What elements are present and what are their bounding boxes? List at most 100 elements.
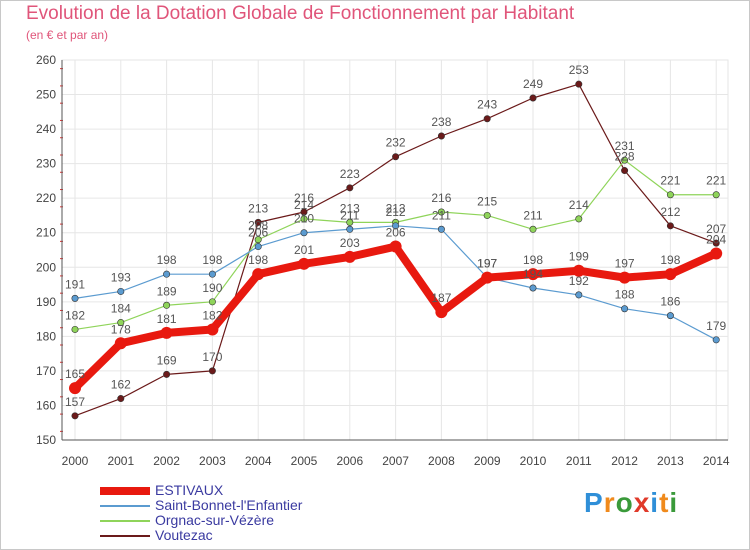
series-3-point-2013 <box>664 268 677 281</box>
series-0-point-2007 <box>392 153 400 161</box>
y-tick-label-220: 220 <box>36 191 56 205</box>
legend-label-voutezac: Voutezac <box>155 527 213 543</box>
series-2-label-2003: 198 <box>202 253 222 267</box>
legend-swatch-orgnac <box>100 520 150 522</box>
series-3-label-2002: 181 <box>157 312 177 326</box>
series-3-label-2005: 201 <box>294 243 314 257</box>
legend-label-saint-bonnet: Saint-Bonnet-l'Enfantier <box>155 497 303 513</box>
series-1-label-2013: 221 <box>660 174 680 188</box>
y-tick-label-230: 230 <box>36 157 56 171</box>
series-3-point-2004 <box>252 268 265 281</box>
series-1-label-2007: 213 <box>386 201 406 215</box>
series-1-label-2006: 213 <box>340 201 360 215</box>
series-1-label-2002: 189 <box>157 284 177 298</box>
series-3-label-2012: 197 <box>615 257 635 271</box>
legend-swatch-estivaux <box>100 487 150 495</box>
series-0-label-2005: 216 <box>294 191 314 205</box>
series-2-label-2012: 188 <box>615 288 635 302</box>
series-2-point-2002 <box>163 270 171 278</box>
series-2-label-2013: 186 <box>660 295 680 309</box>
series-0-point-2006 <box>346 184 354 192</box>
series-0-label-2002: 169 <box>157 353 177 367</box>
y-tick-label-210: 210 <box>36 226 56 240</box>
series-2-label-2005: 210 <box>294 212 314 226</box>
series-1-point-2013 <box>666 191 674 199</box>
series-2-label-2007: 212 <box>386 205 406 219</box>
series-1-label-2008: 216 <box>431 191 451 205</box>
series-1-point-2014 <box>712 191 720 199</box>
series-1-point-2005 <box>300 215 308 223</box>
legend-swatch-saint-bonnet <box>100 505 150 507</box>
series-0-point-2003 <box>208 367 216 375</box>
series-1-label-2005: 214 <box>294 198 314 212</box>
series-0-point-2005 <box>300 208 308 216</box>
series-1-point-2006 <box>346 218 354 226</box>
series-0-point-2004 <box>254 218 262 226</box>
x-tick-label-2009: 2009 <box>474 454 501 468</box>
y-tick-label-150: 150 <box>36 433 56 447</box>
y-tick-label-250: 250 <box>36 88 56 102</box>
series-0-label-2007: 232 <box>386 136 406 150</box>
series-2-label-2006: 211 <box>340 208 359 222</box>
logo-letter: i <box>669 487 679 518</box>
series-1-point-2010 <box>529 225 537 233</box>
series-1-label-2009: 215 <box>477 194 497 208</box>
series-3-point-2002 <box>160 326 173 339</box>
x-tick-label-2008: 2008 <box>428 454 455 468</box>
series-2-point-2000 <box>71 294 79 302</box>
x-tick-label-2003: 2003 <box>199 454 226 468</box>
series-0-label-2010: 249 <box>523 77 543 91</box>
series-1-point-2008 <box>437 208 445 216</box>
x-tick-label-2002: 2002 <box>153 454 180 468</box>
series-0-label-2008: 238 <box>431 115 451 129</box>
logo-letter: x <box>633 487 651 518</box>
legend-swatch-voutezac <box>100 535 150 537</box>
series-2-label-2001: 193 <box>111 270 131 284</box>
series-2-point-2004 <box>254 243 262 251</box>
series-3-label-2004: 198 <box>248 253 268 267</box>
series-3-point-2001 <box>114 337 127 350</box>
series-3-label-2007: 206 <box>386 226 406 240</box>
series-1-label-2014: 221 <box>706 174 726 188</box>
grid <box>61 59 729 441</box>
series-1-point-2011 <box>575 215 583 223</box>
proxiti-logo: Proxiti <box>584 487 678 519</box>
series-2-label-2000: 191 <box>65 277 85 291</box>
series-0-point-2010 <box>529 94 537 102</box>
y-tick-label-240: 240 <box>36 122 56 136</box>
series-3-point-2009 <box>481 271 494 284</box>
series-0-point-2000 <box>71 412 79 420</box>
series-0-label-2013: 212 <box>660 205 680 219</box>
series-1-point-2012 <box>621 156 629 164</box>
series-2-point-2005 <box>300 229 308 237</box>
series-0-label-2004: 213 <box>248 201 268 215</box>
x-tick-label-2006: 2006 <box>336 454 363 468</box>
x-tick-label-2001: 2001 <box>107 454 134 468</box>
series-0-label-2006: 223 <box>340 167 360 181</box>
series-3-point-2007 <box>389 240 402 253</box>
y-tick-label-160: 160 <box>36 398 56 412</box>
series-layer <box>69 80 723 420</box>
series-2-point-2007 <box>392 222 400 230</box>
series-2-point-2012 <box>621 305 629 313</box>
axes: 150 160 170 180 190 200 210 220 230 240 250 260 2000… <box>36 53 730 468</box>
series-1-label-2001: 184 <box>111 302 131 316</box>
series-0-point-2009 <box>483 115 491 123</box>
series-2-label-2014: 179 <box>706 319 726 333</box>
series-3-label-2006: 203 <box>340 236 360 250</box>
y-tick-label-260: 260 <box>36 53 56 67</box>
series-0-label-2000: 157 <box>65 395 85 409</box>
logo-letter: r <box>603 487 616 518</box>
series-3-point-2000 <box>69 382 81 395</box>
series-0-label-2014: 207 <box>706 222 726 236</box>
series-1-point-2001 <box>117 319 125 327</box>
series-3-point-2010 <box>527 268 539 281</box>
series-1-point-2000 <box>71 325 79 333</box>
series-2-label-2004: 206 <box>248 226 268 240</box>
logo-letter: i <box>650 487 660 518</box>
series-3-label-2001: 178 <box>111 322 131 336</box>
chart-subtitle: (en € et par an) <box>26 28 109 42</box>
y-tick-label-180: 180 <box>36 329 56 343</box>
series-3-point-2008 <box>435 306 448 319</box>
